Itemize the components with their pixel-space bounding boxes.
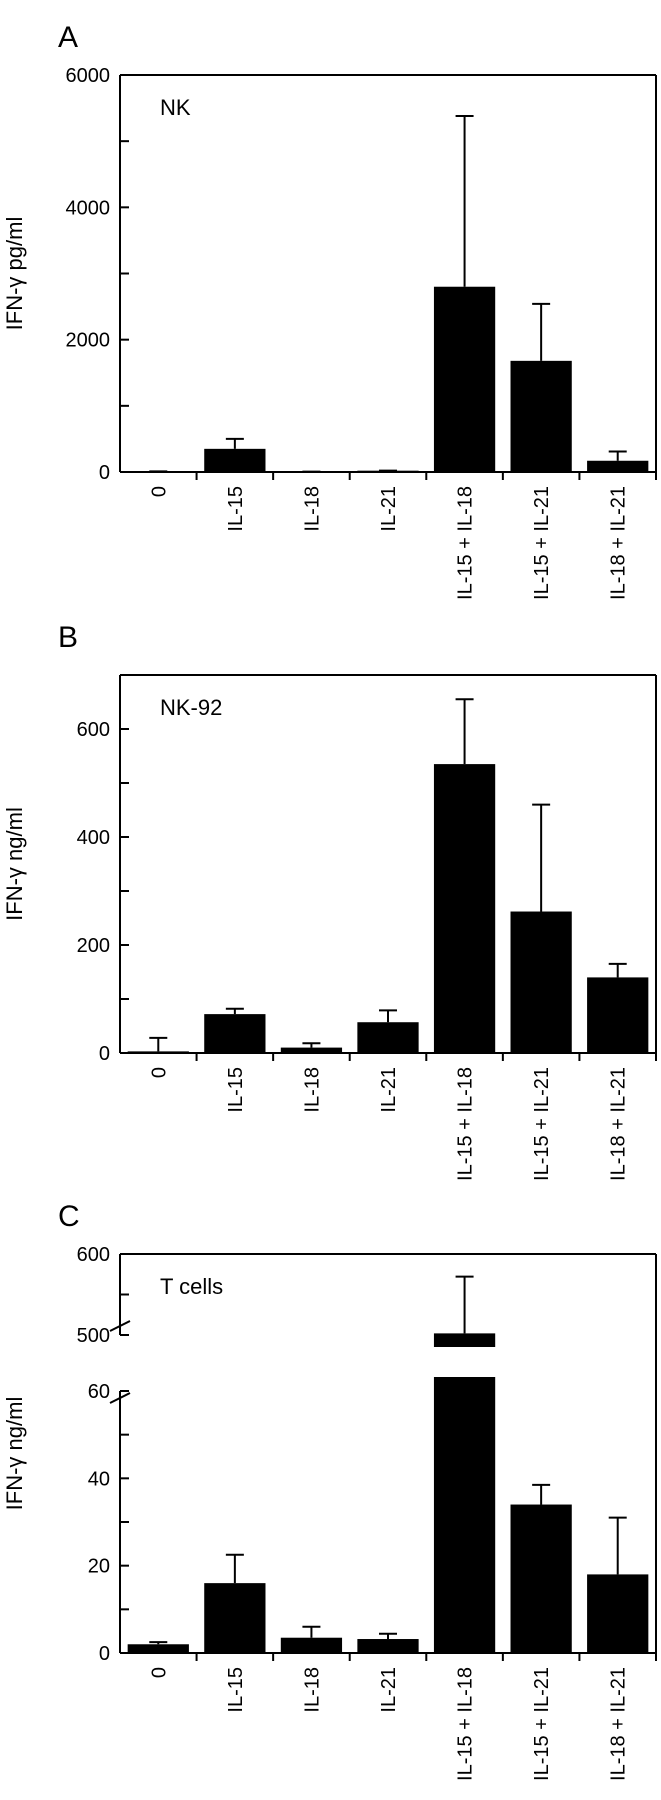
panel-title: NK-92: [160, 695, 222, 720]
bar: [587, 1574, 649, 1653]
bar: [204, 1014, 266, 1053]
bar: [433, 286, 496, 472]
x-tick-label: IL-15: [225, 1667, 247, 1713]
x-tick-label: IL-21: [378, 1667, 400, 1713]
y-tick-label: 0: [99, 1043, 110, 1065]
y-tick-label: 6000: [66, 65, 111, 87]
bar: [510, 1504, 572, 1653]
x-tick-label: IL-18: [301, 1667, 323, 1713]
x-tick-label: IL-18 + IL-21: [608, 486, 630, 600]
y-axis-label: IFN-γ pg/ml: [2, 217, 27, 331]
x-tick-label: IL-15 + IL-18: [455, 486, 477, 600]
y-tick-label: 20: [88, 1556, 110, 1578]
bar: [127, 1051, 189, 1053]
panel-label: C: [58, 1200, 80, 1233]
x-tick-label: IL-21: [378, 1067, 400, 1113]
bar: [587, 460, 649, 472]
x-tick-label: IL-15 + IL-18: [455, 1067, 477, 1181]
panel-title: NK: [160, 95, 191, 120]
y-tick-label: 400: [77, 827, 110, 849]
x-tick-label: IL-15 + IL-21: [531, 486, 553, 600]
bar: [357, 1639, 419, 1653]
x-tick-label: IL-18 + IL-21: [608, 1667, 630, 1781]
x-tick-label: IL-15 + IL-21: [531, 1067, 553, 1181]
bar: [280, 1047, 343, 1053]
x-tick-label: IL-18: [301, 1067, 323, 1113]
axis-break: [109, 1320, 131, 1332]
y-tick-label: 40: [88, 1468, 110, 1490]
bar: [204, 448, 266, 472]
y-tick-label: 2000: [66, 330, 111, 352]
panel-label: A: [58, 21, 78, 54]
x-tick-label: IL-15 + IL-18: [455, 1667, 477, 1781]
x-tick-label: IL-18: [301, 486, 323, 532]
bar: [127, 1644, 189, 1653]
y-tick-label: 600: [77, 1244, 110, 1266]
y-tick-label: 4000: [66, 197, 111, 219]
bar: [357, 470, 419, 472]
x-tick-label: IL-15: [225, 486, 247, 532]
bar-break: [432, 1347, 497, 1377]
y-tick-label: 200: [77, 935, 110, 957]
y-tick-label: 60: [88, 1381, 110, 1403]
y-tick-label: 0: [99, 1643, 110, 1665]
bar: [433, 764, 496, 1053]
x-tick-label: IL-21: [378, 486, 400, 532]
bar: [357, 1022, 419, 1053]
y-tick-label: 500: [77, 1325, 110, 1347]
x-tick-label: IL-18 + IL-21: [608, 1067, 630, 1181]
axis-break: [109, 1392, 131, 1404]
y-tick-label: 0: [99, 462, 110, 484]
bar: [587, 977, 649, 1053]
x-tick-label: 0: [148, 486, 170, 497]
x-tick-label: 0: [148, 1667, 170, 1678]
y-tick-label: 600: [77, 719, 110, 741]
x-tick-label: IL-15 + IL-21: [531, 1667, 553, 1781]
bar: [510, 360, 572, 472]
bar: [280, 1637, 343, 1653]
y-axis-label: IFN-γ ng/ml: [2, 1397, 27, 1511]
panel-title: T cells: [160, 1274, 223, 1299]
panel-label: B: [58, 621, 78, 654]
bar: [127, 471, 189, 472]
bar: [433, 1333, 496, 1653]
bar: [510, 911, 572, 1053]
x-tick-label: 0: [148, 1067, 170, 1078]
x-tick-label: IL-15: [225, 1067, 247, 1113]
bar: [204, 1583, 266, 1653]
y-axis-label: IFN-γ ng/ml: [2, 807, 27, 921]
